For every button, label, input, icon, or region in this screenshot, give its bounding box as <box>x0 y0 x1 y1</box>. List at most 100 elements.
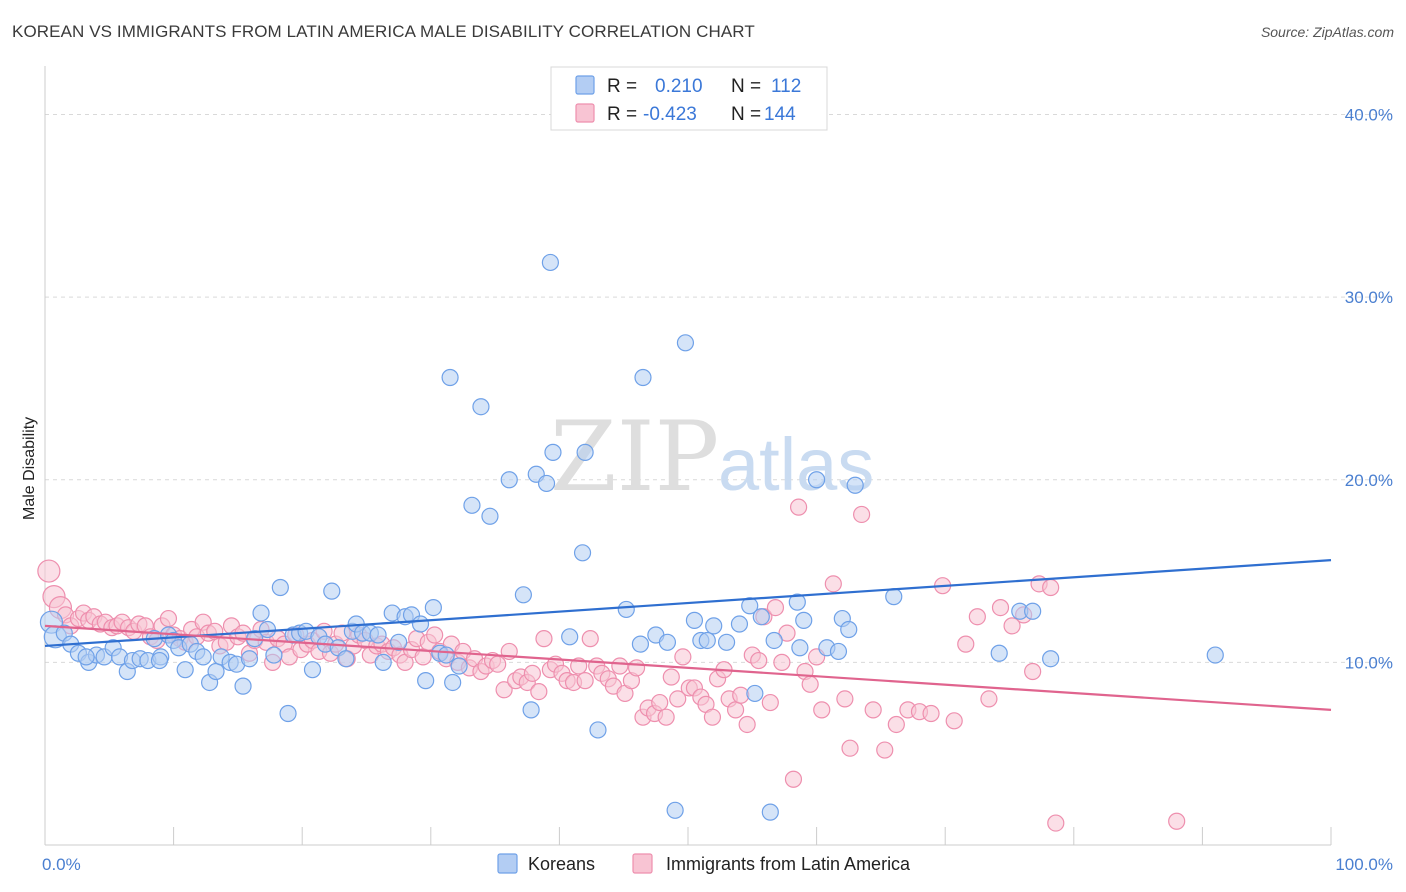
korean-point-104 <box>885 588 903 606</box>
legend-n-value-1: 112 <box>771 76 801 97</box>
korean-point-77 <box>617 600 635 619</box>
latin-america-point-155 <box>1042 578 1060 597</box>
latin-america-point-110 <box>674 648 692 666</box>
latin-america-point-94 <box>581 630 599 648</box>
y-tick-labels: 10.0% 20.0% 30.0% 40.0% <box>1345 106 1393 673</box>
latin-america-point-126 <box>766 598 785 617</box>
korean-point-107 <box>1024 602 1042 620</box>
chart-title: KOREAN VS IMMIGRANTS FROM LATIN AMERICA … <box>12 22 755 41</box>
korean-point-29 <box>240 650 259 668</box>
korean-point-52 <box>390 633 408 651</box>
watermark-atlas: atlas <box>718 423 874 506</box>
korean-point-75 <box>573 544 592 562</box>
latin-america-point-67 <box>426 626 444 644</box>
korean-point-98 <box>807 471 826 489</box>
korean-point-89 <box>730 615 749 633</box>
legend-swatch-latin-america <box>575 103 595 123</box>
korean-point-59 <box>437 646 455 664</box>
trendlines <box>44 559 1332 711</box>
latin-america-point-129 <box>784 770 803 788</box>
latin-america-point-78 <box>489 655 507 673</box>
latin-america-point-149 <box>980 690 998 708</box>
latin-america-point-106 <box>651 693 669 712</box>
latin-america-point-147 <box>957 635 975 653</box>
latin-america-point-144 <box>922 704 940 723</box>
korean-point-87 <box>705 617 723 635</box>
korean-point-95 <box>788 593 806 611</box>
latin-america-point-119 <box>726 701 745 719</box>
korean-point-100 <box>829 642 848 661</box>
latin-america-point-99 <box>611 657 629 675</box>
legend-swatch-koreans <box>575 75 595 95</box>
korean-point-97 <box>791 639 809 657</box>
korean-point-64 <box>472 398 490 416</box>
series-legend-swatch-latin-america <box>632 853 653 874</box>
latin-america-point-84 <box>523 664 541 682</box>
korean-point-111 <box>77 648 95 666</box>
grid-lines <box>45 114 1392 663</box>
trendline-latin-america <box>44 624 1332 711</box>
stats-legend-box <box>550 66 828 131</box>
korean-point-63 <box>463 496 481 514</box>
korean-point-110 <box>150 651 169 670</box>
legend-n-label-1: N = <box>731 76 761 97</box>
latin-america-point-153 <box>1024 662 1042 681</box>
korean-point-90 <box>741 597 759 615</box>
korean-point-28 <box>234 677 252 695</box>
latin-america-point-125 <box>761 693 779 712</box>
korean-point-109 <box>1206 646 1224 664</box>
x-tick-label-0: 0.0% <box>42 855 81 874</box>
korean-point-83 <box>676 334 695 352</box>
korean-point-94 <box>765 631 783 650</box>
latin-america-point-107 <box>657 708 675 726</box>
korean-point-72 <box>544 443 562 461</box>
latin-america-point-141 <box>887 715 905 734</box>
series-latin-america-points <box>37 498 1186 832</box>
korean-point-50 <box>374 653 392 671</box>
latin-america-point-135 <box>824 575 842 593</box>
korean-point-34 <box>271 578 289 597</box>
korean-point-61 <box>450 657 468 675</box>
korean-point-102 <box>840 620 858 639</box>
latin-america-point-137 <box>841 739 859 757</box>
series-legend-label-koreans: Koreans <box>528 854 595 874</box>
korean-point-39 <box>303 661 322 679</box>
korean-point-22 <box>194 648 212 666</box>
korean-point-88 <box>717 633 736 651</box>
legend-n-label-2: N = <box>731 104 761 125</box>
korean-point-68 <box>522 701 540 719</box>
latin-america-point-151 <box>1003 617 1021 635</box>
korean-point-105 <box>990 644 1008 662</box>
korean-point-65 <box>481 507 499 525</box>
korean-point-62 <box>441 368 459 387</box>
y-tick-label-0: 10.0% <box>1345 653 1393 672</box>
korean-point-31 <box>252 604 270 622</box>
legend-r-value-1: 0.210 <box>655 76 703 97</box>
korean-point-49 <box>369 626 387 644</box>
trendline-koreans <box>44 559 1332 648</box>
korean-point-103 <box>846 476 864 494</box>
korean-point-84 <box>685 611 704 629</box>
legend-n-value-2: 144 <box>764 104 796 125</box>
source-label: Source: ZipAtlas.com <box>1260 24 1394 40</box>
y-tick-label-3: 40.0% <box>1345 106 1393 125</box>
korean-point-79 <box>634 368 652 387</box>
latin-america-point-130 <box>789 498 808 516</box>
latin-america-point-156 <box>1047 814 1065 832</box>
korean-point-93 <box>761 803 779 821</box>
latin-america-point-21 <box>159 609 178 628</box>
korean-point-81 <box>658 633 677 651</box>
korean-point-44 <box>337 650 355 668</box>
latin-america-point-136 <box>836 690 854 708</box>
korean-point-57 <box>424 598 442 617</box>
korean-point-71 <box>541 253 559 272</box>
korean-point-74 <box>576 443 594 461</box>
korean-point-32 <box>258 620 277 639</box>
korean-point-96 <box>795 611 813 629</box>
korean-point-82 <box>666 801 684 819</box>
latin-america-point-134 <box>813 701 831 719</box>
latin-america-point-139 <box>864 701 882 719</box>
watermark: ZIP atlas <box>550 401 874 513</box>
series-legend-label-latin-america: Immigrants from Latin America <box>666 854 911 874</box>
